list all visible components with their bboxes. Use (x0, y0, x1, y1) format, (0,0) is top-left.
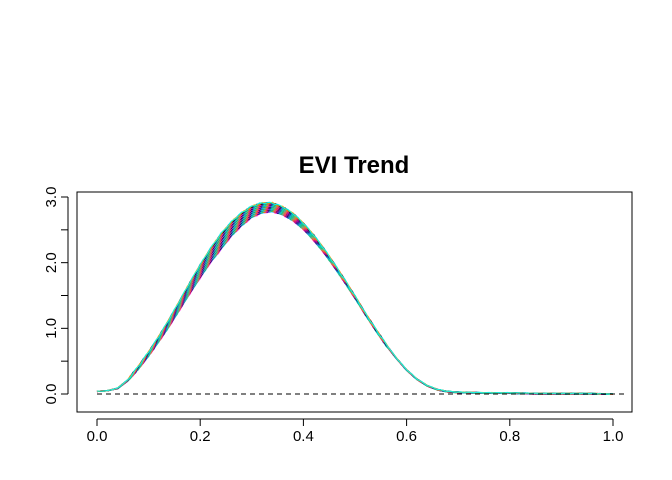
evi-curve-29 (97, 205, 613, 395)
evi-curve-18 (97, 207, 613, 395)
evi-curve-3 (96, 209, 613, 395)
evi-curve-27 (97, 205, 614, 395)
evi-curve-2 (97, 210, 614, 395)
evi-curve-12 (96, 208, 614, 395)
evi-curve-6 (96, 209, 613, 395)
x-tick-label: 0.0 (87, 428, 108, 445)
x-tick-label: 0.2 (190, 428, 211, 445)
evi-curve-20 (96, 206, 614, 395)
x-tick-label: 0.8 (499, 428, 520, 445)
evi-curve-1 (96, 210, 614, 395)
evi-curve-28 (96, 205, 614, 395)
x-tick-label: 0.6 (396, 428, 417, 445)
evi-curve-5 (96, 209, 614, 395)
evi-curve-31 (96, 204, 614, 395)
evi-curve-21 (96, 206, 614, 395)
y-tick-label: 0.0 (43, 384, 60, 405)
x-tick-label: 1.0 (603, 428, 624, 445)
evi-curve-band (96, 201, 614, 395)
evi-curve-13 (97, 208, 614, 395)
evi-curve-15 (96, 207, 614, 395)
evi-curve-23 (96, 206, 614, 395)
evi-curve-16 (97, 207, 614, 395)
y-tick-label: 2.0 (43, 252, 60, 273)
evi-curve-9 (96, 208, 614, 395)
evi-curve-26 (96, 205, 614, 395)
evi-curve-10 (96, 209, 613, 395)
evi-curve-7 (97, 209, 614, 395)
evi-curve-14 (96, 207, 613, 395)
evi-curve-25 (96, 205, 613, 395)
plot-frame (76, 191, 633, 413)
evi-curve-30 (96, 205, 614, 395)
x-axis: 0.0 0.2 0.4 0.6 0.8 1.0 (87, 418, 624, 445)
evi-curve-24 (96, 206, 614, 395)
evi-curve-8 (96, 209, 614, 395)
x-tick-label: 0.4 (293, 428, 314, 445)
y-axis: 0.0 1.0 2.0 3.0 (43, 187, 69, 405)
evi-curve-48 (97, 201, 613, 395)
chart-title: EVI Trend (299, 152, 410, 179)
evi-curve-4 (96, 209, 614, 395)
evi-curve-19 (96, 207, 614, 395)
evi-curve-17 (96, 207, 614, 395)
y-tick-label: 1.0 (43, 318, 60, 339)
evi-curve-22 (96, 206, 614, 395)
evi-curve-11 (96, 208, 614, 395)
y-tick-label: 3.0 (43, 187, 60, 208)
